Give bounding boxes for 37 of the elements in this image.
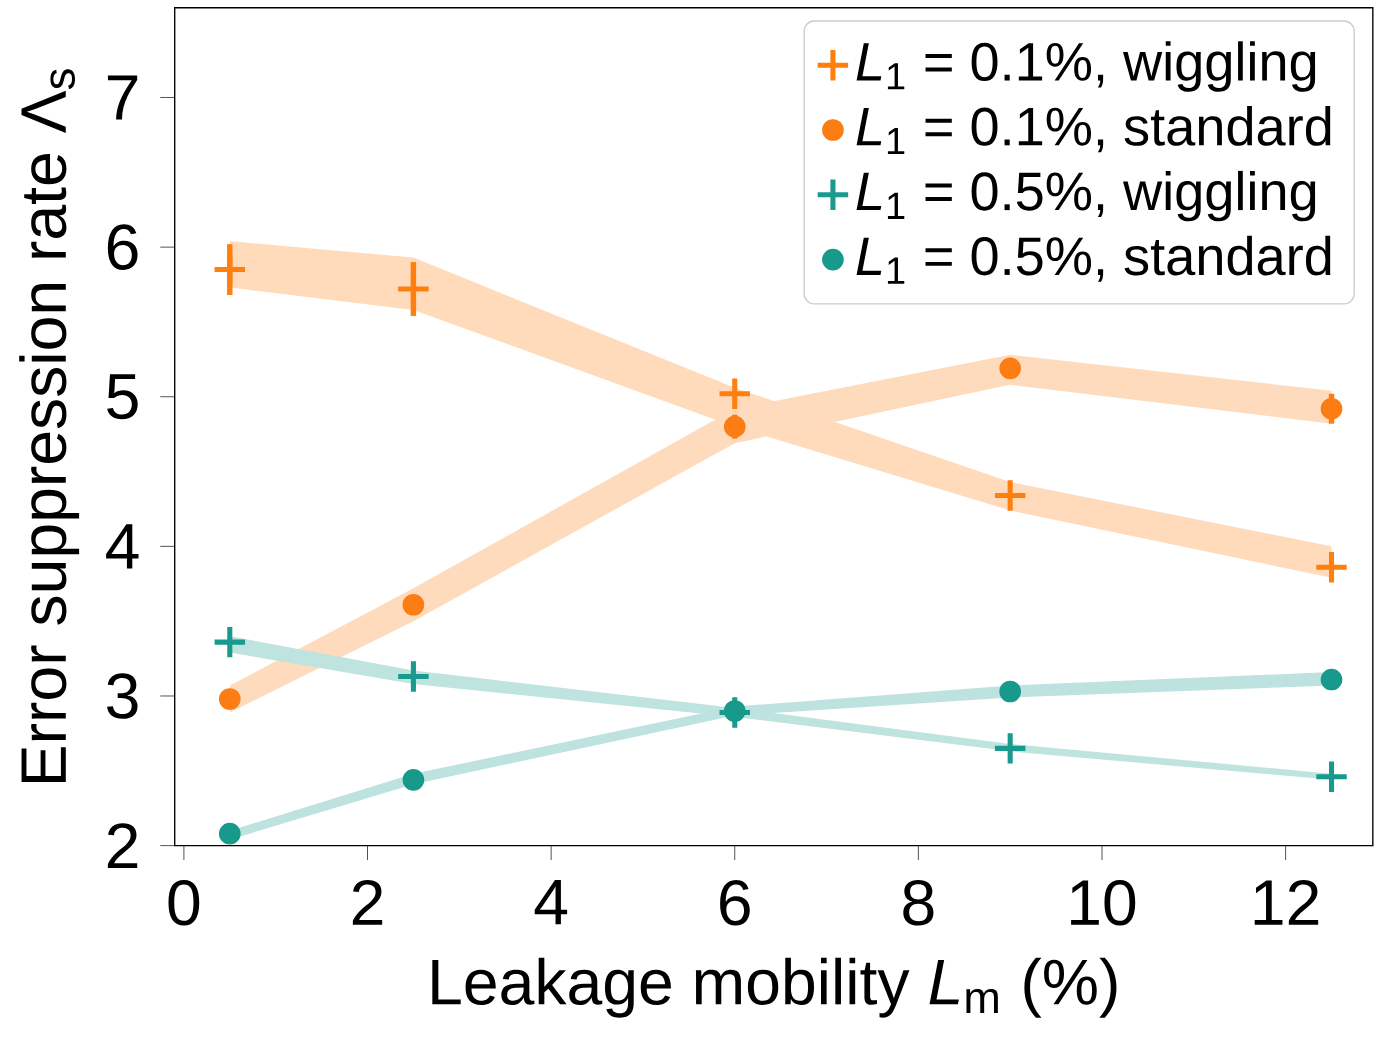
x-tick-label: 10 [1071, 879, 1136, 926]
point [398, 273, 429, 305]
y-tick-label: 5 [107, 374, 138, 420]
x-tick-label: 2 [352, 879, 383, 925]
x-tick-label: 0 [168, 879, 200, 926]
legend-label: L$_{1}$ = 0.5%, wiggling [856, 170, 1316, 222]
point [719, 378, 750, 410]
point [1316, 761, 1347, 793]
legend-label: L$_{1}$ = 0.5%, standard [856, 235, 1331, 284]
y-axis-title: Error suppression rate Λ$_{s}$ [19, 69, 80, 783]
x-tick-label: 8 [903, 879, 934, 926]
point [214, 626, 246, 658]
x-tick-label: 12 [1254, 879, 1319, 925]
legend-label: L$_{1}$ = 0.1%, wiggling [856, 41, 1316, 92]
x-tick-label: 6 [720, 879, 750, 926]
point [1316, 552, 1347, 583]
y-tick-label: 4 [106, 524, 139, 569]
point [218, 822, 241, 845]
point [398, 661, 429, 692]
x-tick-label: 4 [534, 880, 568, 925]
x-axis-title: Leakage mobility L$_{m}$ (%) [432, 957, 1117, 1018]
y-tick-label: 2 [107, 823, 138, 869]
point [214, 254, 246, 285]
point [723, 700, 746, 722]
point [402, 769, 425, 791]
point [999, 357, 1022, 380]
point [994, 733, 1026, 764]
point [999, 680, 1022, 703]
legend-label: L$_{1}$ = 0.1%, standard [856, 106, 1331, 155]
point [994, 480, 1026, 511]
point [1320, 668, 1343, 691]
y-tick-label: 7 [107, 75, 138, 120]
point [218, 688, 241, 710]
point [1320, 397, 1343, 420]
y-tick-label: 6 [107, 224, 138, 270]
point [402, 593, 425, 616]
y-tick-label: 3 [107, 673, 138, 719]
